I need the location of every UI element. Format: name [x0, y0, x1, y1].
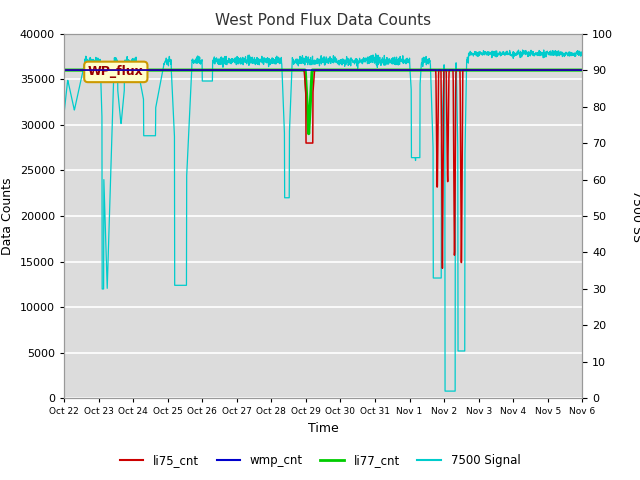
Y-axis label: 7500 SS: 7500 SS — [630, 190, 640, 242]
Text: WP_flux: WP_flux — [88, 65, 144, 78]
X-axis label: Time: Time — [308, 422, 339, 435]
Legend: li75_cnt, wmp_cnt, li77_cnt, 7500 Signal: li75_cnt, wmp_cnt, li77_cnt, 7500 Signal — [115, 449, 525, 472]
Y-axis label: Data Counts: Data Counts — [1, 177, 14, 255]
Title: West Pond Flux Data Counts: West Pond Flux Data Counts — [215, 13, 431, 28]
